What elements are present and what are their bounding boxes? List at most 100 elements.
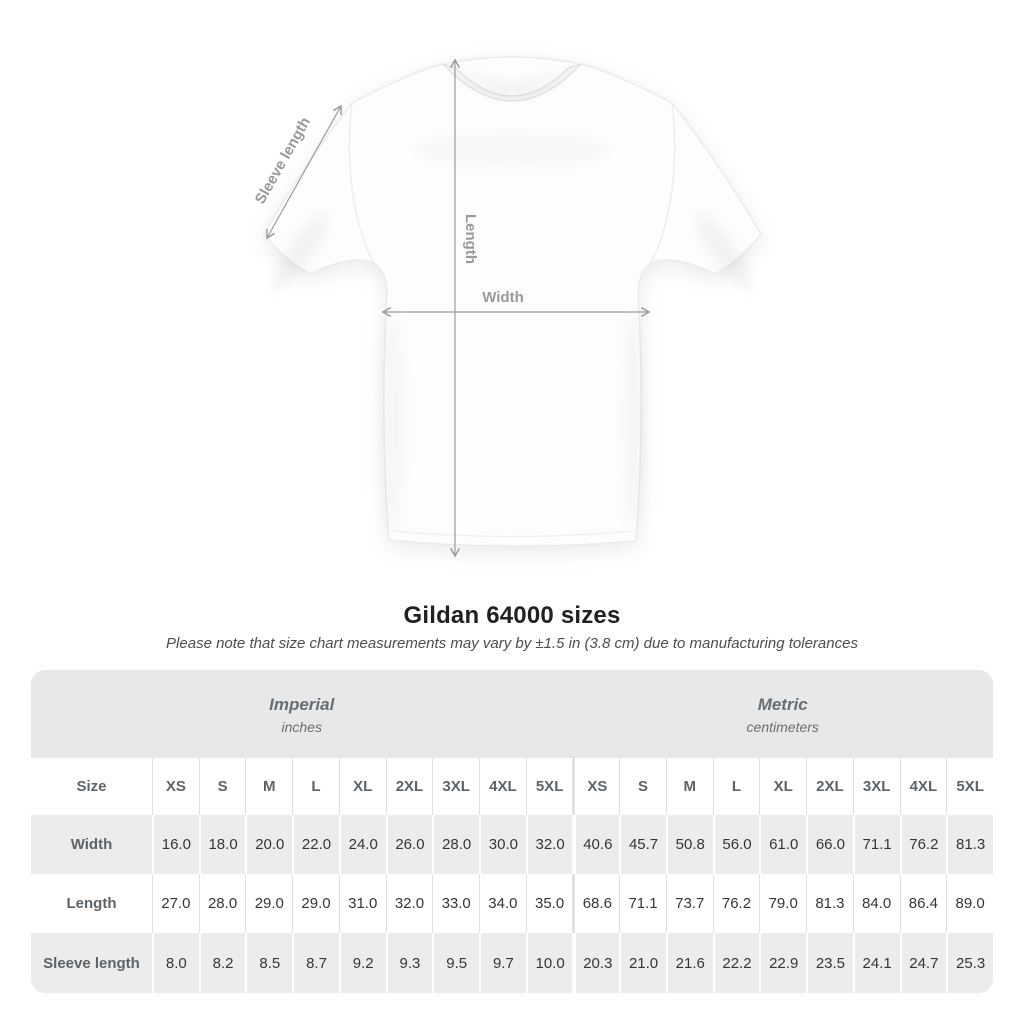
- value-cell: 86.4: [899, 874, 947, 933]
- value-cell: 61.0: [759, 815, 807, 874]
- metric-section-header: Metric centimeters: [572, 670, 993, 758]
- value-cell: 8.7: [292, 933, 339, 993]
- row-label: Width: [31, 815, 152, 874]
- row-label: Length: [31, 874, 152, 933]
- size-header-cell: L: [292, 758, 339, 815]
- value-cell: 34.0: [479, 874, 526, 933]
- size-header-cell: XL: [338, 758, 386, 815]
- neck-opening-shadow: [456, 68, 568, 96]
- size-column-header: Size: [31, 758, 152, 815]
- size-header-cell: 5XL: [946, 758, 993, 815]
- size-header-cell: 5XL: [525, 758, 573, 815]
- hem-seam: [391, 530, 635, 538]
- size-table: Imperial inches Metric centimeters Size …: [31, 670, 993, 993]
- value-cell: 29.0: [245, 874, 293, 933]
- value-cell: 81.3: [806, 874, 853, 933]
- metric-section-title: Metric: [757, 695, 808, 715]
- value-cell: 30.0: [479, 815, 526, 874]
- size-header-cell: XS: [152, 758, 199, 815]
- unit-banner-row: Imperial inches Metric centimeters: [31, 670, 993, 758]
- sleeve-length-row: Sleeve length 8.0 8.2 8.5 8.7 9.2 9.3 9.…: [31, 933, 993, 993]
- value-cell: 32.0: [385, 874, 433, 933]
- value-cell: 66.0: [806, 815, 853, 874]
- metric-section-unit: centimeters: [746, 718, 819, 735]
- value-cell: 24.1: [852, 933, 900, 993]
- row-label: Sleeve length: [31, 933, 152, 993]
- value-cell: 24.7: [899, 933, 947, 993]
- value-cell: 24.0: [338, 815, 386, 874]
- length-row: Length 27.0 28.0 29.0 29.0 31.0 32.0 33.…: [31, 874, 993, 933]
- value-cell: 8.2: [198, 933, 246, 993]
- value-cell: 29.0: [292, 874, 339, 933]
- value-cell: 81.3: [946, 815, 993, 874]
- value-cell: 27.0: [152, 874, 199, 933]
- value-cell: 21.6: [665, 933, 713, 993]
- value-cell: 23.5: [806, 933, 853, 993]
- value-cell: 22.0: [292, 815, 339, 874]
- value-cell: 76.2: [899, 815, 947, 874]
- value-cell: 40.6: [572, 815, 620, 874]
- right-sleeve-seam: [650, 102, 676, 264]
- value-cell: 9.5: [432, 933, 480, 993]
- tshirt-body-shape: [263, 56, 762, 547]
- value-cell: 28.0: [432, 815, 480, 874]
- value-cell: 45.7: [619, 815, 666, 874]
- value-cell: 8.5: [245, 933, 293, 993]
- left-sleeve-seam: [348, 102, 375, 264]
- value-cell: 20.0: [245, 815, 293, 874]
- value-cell: 16.0: [152, 815, 199, 874]
- size-header-row: Size XS S M L XL 2XL 3XL 4XL 5XL XS S M …: [31, 758, 993, 815]
- sleeve-length-arrow: [266, 104, 342, 240]
- value-cell: 33.0: [432, 874, 480, 933]
- shirt-diagram: Length Width Sleeve length: [252, 56, 762, 558]
- tolerance-note: Please note that size chart measurements…: [166, 635, 858, 652]
- value-cell: 20.3: [572, 933, 620, 993]
- value-cell: 9.2: [338, 933, 386, 993]
- imperial-section-header: Imperial inches: [31, 670, 573, 758]
- value-cell: 21.0: [619, 933, 666, 993]
- size-header-cell: L: [712, 758, 760, 815]
- value-cell: 25.3: [946, 933, 993, 993]
- value-cell: 56.0: [712, 815, 760, 874]
- size-header-cell: M: [665, 758, 713, 815]
- value-cell: 32.0: [525, 815, 573, 874]
- value-cell: 22.9: [759, 933, 807, 993]
- measurement-arrows: [266, 58, 651, 558]
- size-header-cell: 4XL: [479, 758, 526, 815]
- value-cell: 28.0: [198, 874, 246, 933]
- width-row: Width 16.0 18.0 20.0 22.0 24.0 26.0 28.0…: [31, 815, 993, 874]
- value-cell: 71.1: [619, 874, 666, 933]
- value-cell: 22.2: [712, 933, 760, 993]
- value-cell: 68.6: [572, 874, 620, 933]
- length-label: Length: [462, 214, 479, 264]
- value-cell: 8.0: [152, 933, 199, 993]
- size-header-cell: 4XL: [899, 758, 947, 815]
- tshirt-image: [263, 56, 762, 547]
- size-header-cell: S: [619, 758, 666, 815]
- size-header-cell: 2XL: [385, 758, 433, 815]
- imperial-section-title: Imperial: [269, 695, 335, 715]
- value-cell: 18.0: [198, 815, 246, 874]
- value-cell: 31.0: [338, 874, 386, 933]
- value-cell: 76.2: [712, 874, 760, 933]
- size-header-cell: M: [245, 758, 293, 815]
- value-cell: 89.0: [946, 874, 993, 933]
- value-cell: 9.3: [385, 933, 433, 993]
- imperial-section-unit: inches: [281, 718, 322, 735]
- value-cell: 73.7: [665, 874, 713, 933]
- value-cell: 84.0: [852, 874, 900, 933]
- value-cell: 9.7: [479, 933, 526, 993]
- size-header-cell: 2XL: [806, 758, 853, 815]
- width-label: Width: [482, 289, 524, 306]
- value-cell: 79.0: [759, 874, 807, 933]
- page-title: Gildan 64000 sizes: [403, 602, 621, 629]
- size-header-cell: 3XL: [432, 758, 480, 815]
- size-header-cell: S: [198, 758, 246, 815]
- value-cell: 26.0: [385, 815, 433, 874]
- value-cell: 50.8: [665, 815, 713, 874]
- size-header-cell: 3XL: [852, 758, 900, 815]
- shirt-measurement-svg: Length Width Sleeve length: [252, 56, 762, 558]
- size-header-cell: XS: [572, 758, 620, 815]
- value-cell: 71.1: [852, 815, 900, 874]
